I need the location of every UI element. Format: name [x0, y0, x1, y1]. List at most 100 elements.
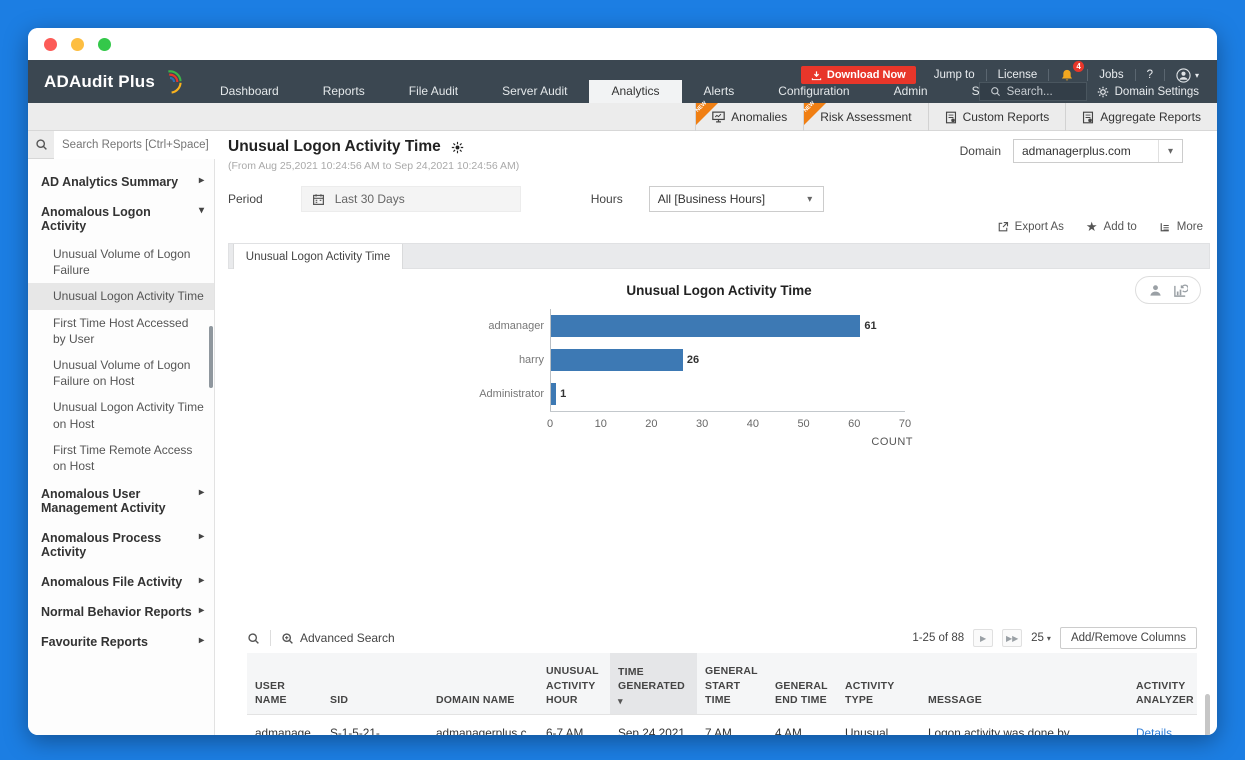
- chart-value-label: 61: [864, 320, 877, 332]
- chart-refresh-icon[interactable]: [1173, 283, 1188, 298]
- sidebar-group-normal-behavior-reports[interactable]: Normal Behavior Reports ▸: [41, 605, 204, 620]
- help-button[interactable]: ?: [1146, 69, 1153, 81]
- report-tab-active[interactable]: Unusual Logon Activity Time: [233, 244, 403, 269]
- column-header-sid[interactable]: SID: [322, 653, 428, 714]
- nav-tab-reports[interactable]: Reports: [322, 84, 365, 98]
- sidebar-item-first-time-remote-access-on-host[interactable]: First Time Remote Access on Host: [53, 442, 193, 473]
- chevron-right-icon: ▸: [198, 635, 204, 647]
- domain-select-value: admanagerplus.com: [1022, 144, 1131, 158]
- chart-bar[interactable]: [551, 383, 557, 405]
- chart-x-tick: 50: [797, 418, 810, 430]
- window-titlebar: [28, 28, 1217, 60]
- period-picker[interactable]: Last 30 Days: [300, 186, 521, 212]
- close-window-button[interactable]: [44, 37, 57, 51]
- sidebar-item-first-time-host-accessed-by-user[interactable]: First Time Host Accessed by User: [53, 315, 189, 346]
- section-tab-custom-reports[interactable]: Custom Reports: [927, 103, 1066, 131]
- period-label: Period: [228, 192, 263, 206]
- maximize-window-button[interactable]: [98, 37, 111, 51]
- add-to-button[interactable]: ★ Add to: [1086, 219, 1137, 235]
- details-link[interactable]: Details: [1136, 726, 1173, 735]
- nav-tab-admin[interactable]: Admin: [893, 84, 928, 98]
- column-header-domain-name[interactable]: DOMAIN NAME: [428, 653, 538, 714]
- column-header-unusual-activity-hour[interactable]: UNUSUAL ACTIVITY HOUR: [538, 653, 610, 714]
- column-header-time-generated[interactable]: TIME GENERATED ▾: [610, 653, 697, 714]
- section-tab-risk-assessment[interactable]: NEW Risk Assessment: [803, 100, 927, 131]
- download-now-button[interactable]: Download Now: [800, 66, 916, 84]
- nav-tab-analytics[interactable]: Analytics: [589, 80, 682, 103]
- sidebar-item-unusual-logon-activity-time-on-host[interactable]: Unusual Logon Activity Time on Host: [53, 400, 204, 431]
- page-title: Unusual Logon Activity Time: [228, 138, 441, 155]
- sidebar-search-icon: [28, 138, 54, 151]
- new-ribbon-label: NEW: [694, 100, 709, 114]
- download-icon: [811, 70, 822, 80]
- sidebar-group-anomalous-logon-activity[interactable]: Anomalous Logon Activity ▾: [41, 205, 204, 233]
- nav-tab-configuration[interactable]: Configuration: [778, 84, 850, 98]
- report-info-sun-icon[interactable]: [451, 141, 464, 154]
- export-as-label: Export As: [1014, 221, 1064, 233]
- more-button[interactable]: More: [1159, 221, 1203, 233]
- global-search-button[interactable]: Search...: [978, 82, 1087, 101]
- column-header-general-start-time[interactable]: GENERAL START TIME: [697, 653, 767, 714]
- pagination-range: 1-25 of 88: [912, 632, 965, 644]
- domain-select[interactable]: admanagerplus.com ▾: [1013, 139, 1183, 163]
- sidebar-group-anomalous-file-activity[interactable]: Anomalous File Activity ▸: [41, 575, 204, 590]
- last-page-button[interactable]: ▶▶: [1002, 629, 1023, 647]
- jump-to-menu[interactable]: Jump to: [933, 69, 975, 81]
- user-view-icon[interactable]: [1148, 283, 1163, 298]
- notifications-bell[interactable]: 4: [1050, 60, 1086, 85]
- column-header-message[interactable]: MESSAGE: [920, 653, 1128, 714]
- chart-bar[interactable]: [551, 315, 861, 337]
- chart-bar[interactable]: [551, 349, 683, 371]
- sidebar-item-unusual-logon-activity-time[interactable]: Unusual Logon Activity Time: [28, 283, 214, 310]
- advanced-search-button[interactable]: Advanced Search: [281, 631, 395, 645]
- quick-search-icon[interactable]: [247, 632, 260, 645]
- add-remove-columns-button[interactable]: Add/Remove Columns: [1059, 627, 1197, 649]
- chart-category-label: Administrator: [479, 388, 544, 400]
- export-as-button[interactable]: Export As: [997, 221, 1064, 233]
- column-header-activity-type[interactable]: ACTIVITY TYPE: [837, 653, 920, 714]
- chart-x-tick: 40: [746, 418, 759, 430]
- nav-tab-file-audit[interactable]: File Audit: [408, 84, 459, 98]
- license-menu[interactable]: License: [997, 69, 1038, 81]
- column-header-user-name[interactable]: USER NAME: [247, 653, 322, 714]
- chevron-right-icon: ▸: [198, 531, 204, 543]
- chevron-right-icon: ▸: [198, 175, 204, 186]
- logo[interactable]: ADAudit Plus: [44, 60, 183, 103]
- hours-select[interactable]: All [Business Hours] ▾: [648, 186, 824, 212]
- sidebar-scrollbar[interactable]: [209, 326, 213, 388]
- sidebar-item-unusual-volume-of-logon-failure-on-host[interactable]: Unusual Volume of Logon Failure on Host: [53, 357, 191, 389]
- next-page-button[interactable]: ▶: [973, 629, 994, 647]
- chart-value-label: 26: [686, 354, 700, 366]
- sidebar-group-anomalous-user-management-activity[interactable]: Anomalous User Management Activity ▸: [41, 487, 204, 516]
- domain-settings-button[interactable]: Domain Settings: [1087, 84, 1209, 100]
- section-tab-aggregate-reports[interactable]: Aggregate Reports: [1065, 103, 1217, 131]
- chart-track: 26: [550, 343, 905, 377]
- nav-tab-alerts[interactable]: Alerts: [703, 84, 735, 98]
- section-tab-anomalies[interactable]: NEW Anomalies: [694, 100, 803, 131]
- sidebar-item-unusual-volume-of-logon-failure[interactable]: Unusual Volume of Logon Failure: [53, 247, 191, 278]
- minimize-window-button[interactable]: [71, 37, 84, 51]
- column-header-label: GENERAL START TIME: [705, 665, 758, 706]
- sidebar-group-anomalous-process-activity[interactable]: Anomalous Process Activity ▸: [41, 531, 204, 560]
- page-size-select[interactable]: 25 ▾: [1031, 632, 1051, 644]
- results-table: USER NAME SID DOMAIN NAME UNUSUAL ACTIVITY …: [247, 653, 1197, 735]
- report-search-input[interactable]: [54, 130, 224, 159]
- nav-tab-server-audit[interactable]: Server Audit: [502, 84, 568, 98]
- jobs-menu[interactable]: Jobs: [1099, 69, 1124, 81]
- header-utilities: Download Now Jump to License 4 Jobs ?: [800, 60, 1209, 85]
- star-icon: ★: [1085, 219, 1098, 234]
- chart-x-tick: 0: [546, 418, 554, 430]
- sidebar-group-ad-analytics-summary[interactable]: AD Analytics Summary ▸: [41, 175, 204, 189]
- new-ribbon: NEW: [803, 100, 827, 125]
- section-tab-label: Custom Reports: [962, 110, 1050, 124]
- chevron-right-icon: ▸: [198, 575, 204, 587]
- column-header-label: USER NAME: [255, 679, 287, 706]
- table-scrollbar[interactable]: [1205, 694, 1210, 735]
- chart-category-label: admanager: [488, 320, 544, 332]
- profile-menu[interactable]: ▾: [1166, 66, 1209, 85]
- nav-tab-dashboard[interactable]: Dashboard: [220, 84, 279, 98]
- column-header-activity-analyzer[interactable]: ACTIVITY ANALYZER: [1128, 653, 1202, 714]
- bar-chart: admanager 61 harry 26 Administrator 1 0 10 20 30 4…: [436, 309, 913, 448]
- sidebar-group-favourite-reports[interactable]: Favourite Reports ▸: [41, 635, 204, 650]
- column-header-general-end-time[interactable]: GENERAL END TIME: [767, 653, 837, 714]
